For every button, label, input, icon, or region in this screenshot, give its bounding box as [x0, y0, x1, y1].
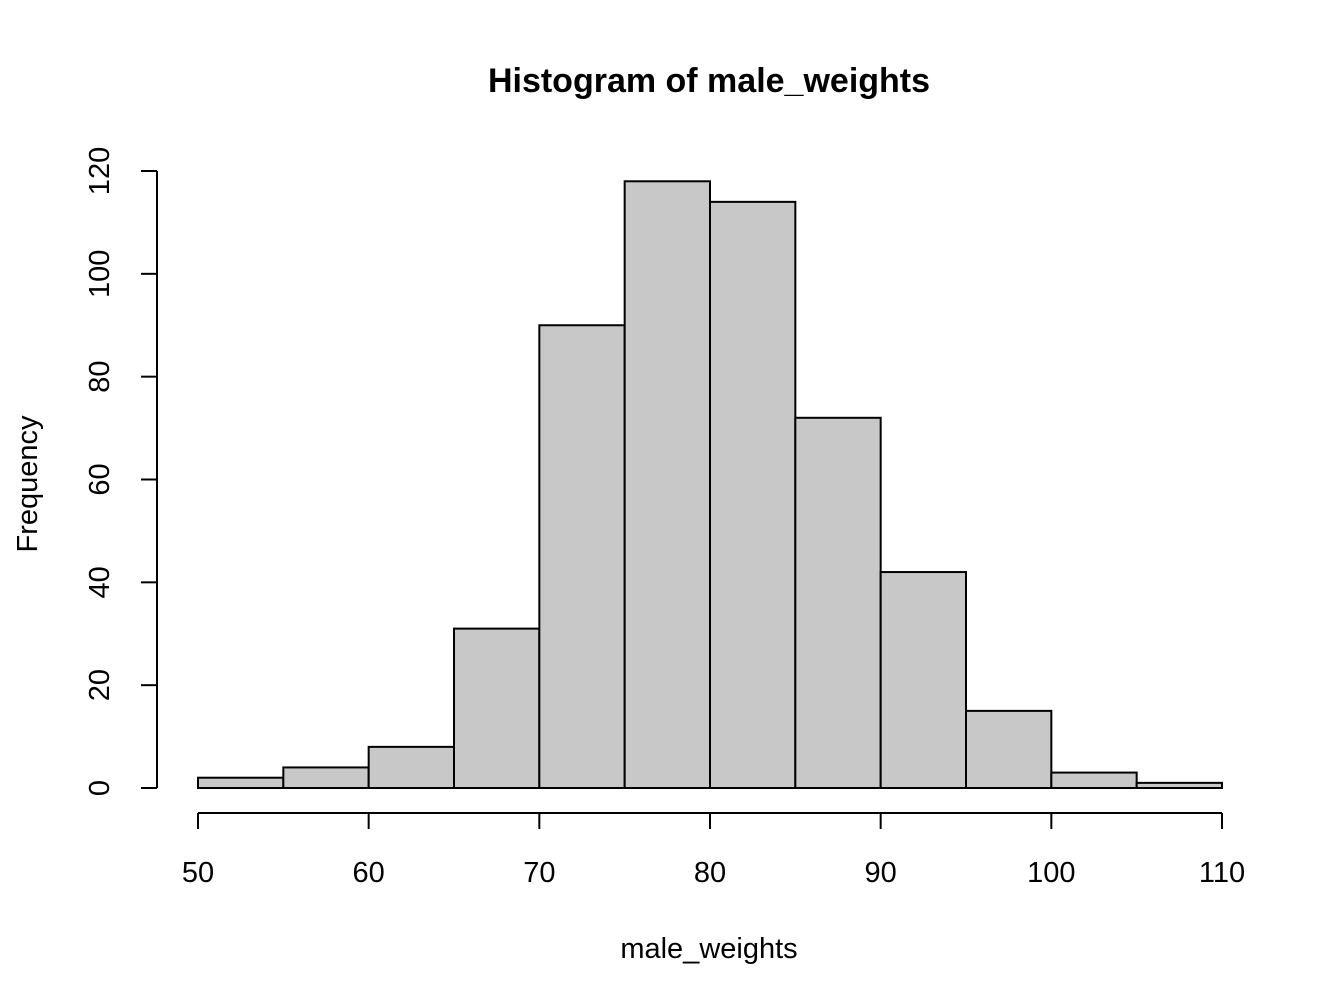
histogram-bar [282, 766, 370, 790]
x-tick-label: 80 [694, 857, 726, 889]
x-tick-label: 100 [1027, 857, 1075, 889]
y-axis-label: Frequency [12, 415, 44, 553]
histogram-bar [538, 324, 626, 789]
histogram-bar [709, 200, 797, 790]
y-axis: 0 20 40 60 80 100 120 [84, 147, 158, 796]
histogram-bar [879, 571, 968, 789]
bars-group [197, 180, 1223, 790]
y-tick-label: 0 [84, 780, 116, 796]
x-tick-label: 90 [865, 857, 897, 889]
histogram-bar [367, 745, 455, 789]
y-tick-label: 60 [84, 463, 116, 495]
histogram-bar [965, 709, 1053, 789]
x-axis-label: male_weights [620, 933, 797, 965]
y-tick-label: 80 [84, 361, 116, 393]
histogram-bar [453, 627, 541, 789]
histogram-bar [794, 416, 882, 789]
y-tick-label: 120 [84, 147, 116, 195]
x-axis: 50 60 70 80 90 100 110 [182, 812, 1245, 889]
histogram-bar [1050, 771, 1138, 790]
y-tick-label: 40 [84, 566, 116, 598]
x-tick-label: 50 [182, 857, 214, 889]
histogram-bar [1135, 781, 1223, 790]
y-tick-label: 20 [84, 669, 116, 701]
histogram-bar [623, 180, 712, 790]
chart-title: Histogram of male_weights [488, 62, 930, 100]
histogram-bar [197, 776, 285, 790]
x-tick-label: 110 [1199, 857, 1245, 889]
x-tick-label: 70 [523, 857, 555, 889]
x-tick-label: 60 [353, 857, 385, 889]
y-tick-label: 100 [84, 250, 116, 298]
